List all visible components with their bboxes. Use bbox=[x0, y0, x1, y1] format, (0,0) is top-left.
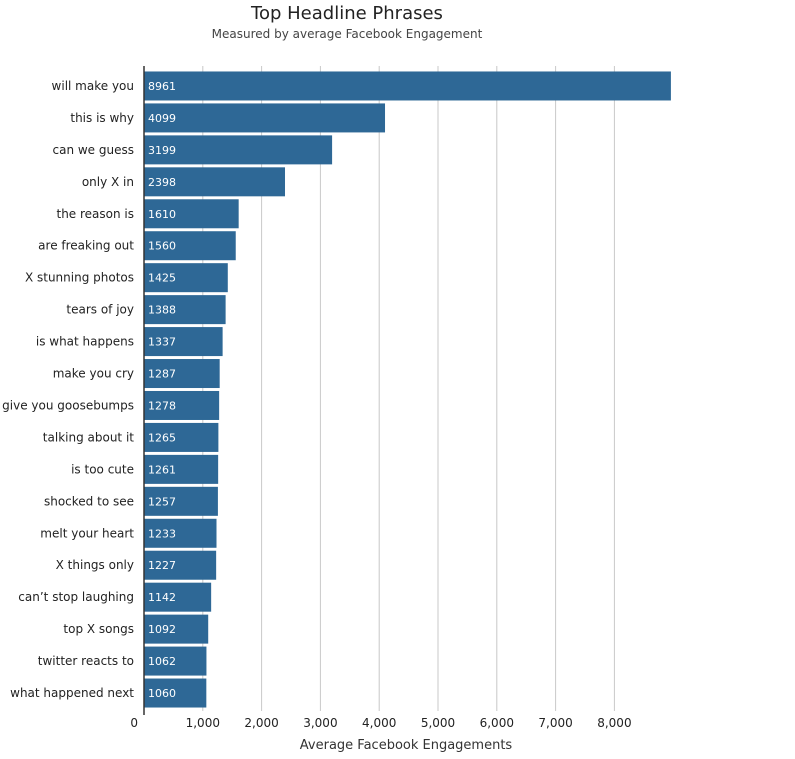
chart-subtitle: Measured by average Facebook Engagement bbox=[212, 27, 483, 41]
bar-3 bbox=[144, 167, 286, 197]
bar-4 bbox=[144, 199, 239, 229]
bar-value-label-0: 8961 bbox=[148, 80, 176, 93]
bar-17 bbox=[144, 614, 209, 644]
category-label-0: will make you bbox=[52, 79, 134, 93]
x-tick-label-6: 6,000 bbox=[480, 716, 514, 730]
bar-value-label-8: 1337 bbox=[148, 336, 176, 349]
bar-value-label-18: 1062 bbox=[148, 655, 176, 668]
bar-16 bbox=[144, 582, 212, 612]
category-label-17: top X songs bbox=[63, 622, 134, 636]
category-label-3: only X in bbox=[82, 175, 134, 189]
bar-value-label-2: 3199 bbox=[148, 144, 176, 157]
category-label-14: melt your heart bbox=[40, 526, 134, 540]
bar-value-label-1: 4099 bbox=[148, 112, 176, 125]
category-label-12: is too cute bbox=[71, 462, 134, 476]
bar-18 bbox=[144, 646, 207, 676]
category-label-13: shocked to see bbox=[44, 494, 134, 508]
category-label-5: are freaking out bbox=[38, 239, 134, 253]
bar-value-label-17: 1092 bbox=[148, 623, 176, 636]
category-label-18: twitter reacts to bbox=[38, 654, 134, 668]
x-tick-label-3: 3,000 bbox=[303, 716, 337, 730]
bar-10 bbox=[144, 390, 220, 420]
bar-value-label-16: 1142 bbox=[148, 591, 176, 604]
x-tick-label-7: 7,000 bbox=[538, 716, 572, 730]
bar-value-label-19: 1060 bbox=[148, 687, 176, 700]
bar-value-label-7: 1388 bbox=[148, 304, 176, 317]
bar-11 bbox=[144, 422, 219, 452]
x-tick-label-5: 5,000 bbox=[421, 716, 455, 730]
x-tick-label-2: 2,000 bbox=[244, 716, 278, 730]
category-label-4: the reason is bbox=[56, 207, 134, 221]
x-tick-label-0: 0 bbox=[130, 716, 138, 730]
category-label-6: X stunning photos bbox=[25, 271, 134, 285]
bar-value-label-10: 1278 bbox=[148, 399, 176, 412]
bar-value-label-5: 1560 bbox=[148, 240, 176, 253]
bars: 8961 4099 3199 2398 1610 1560 1425 1388 1337 1287… bbox=[144, 71, 671, 708]
bar-6 bbox=[144, 263, 228, 293]
chart-title: Top Headline Phrases bbox=[250, 3, 443, 24]
x-axis-title: Average Facebook Engagements bbox=[300, 738, 513, 753]
bar-12 bbox=[144, 454, 219, 484]
bar-5 bbox=[144, 231, 236, 261]
category-label-8: is what happens bbox=[36, 335, 134, 349]
bar-7 bbox=[144, 295, 226, 325]
bar-2 bbox=[144, 135, 333, 165]
bar-value-label-15: 1227 bbox=[148, 559, 176, 572]
category-label-1: this is why bbox=[70, 111, 134, 125]
category-label-9: make you cry bbox=[53, 367, 134, 381]
x-axis-ticks: 0 1,000 2,000 3,000 4,000 5,000 6,000 7,000 8,00… bbox=[130, 716, 631, 730]
bar-9 bbox=[144, 359, 220, 389]
bar-value-label-3: 2398 bbox=[148, 176, 176, 189]
category-label-11: talking about it bbox=[43, 430, 134, 444]
bar-value-label-14: 1233 bbox=[148, 527, 176, 540]
bar-14 bbox=[144, 518, 217, 548]
x-tick-label-1: 1,000 bbox=[186, 716, 220, 730]
category-label-7: tears of joy bbox=[66, 303, 134, 317]
x-tick-label-8: 8,000 bbox=[597, 716, 631, 730]
bar-15 bbox=[144, 550, 217, 580]
bar-value-label-6: 1425 bbox=[148, 272, 176, 285]
category-label-19: what happened next bbox=[10, 686, 134, 700]
category-label-15: X things only bbox=[56, 558, 134, 572]
category-label-2: can we guess bbox=[53, 143, 135, 157]
bar-0 bbox=[144, 71, 671, 101]
bar-value-label-13: 1257 bbox=[148, 495, 176, 508]
bar-value-label-11: 1265 bbox=[148, 431, 176, 444]
bar-value-label-4: 1610 bbox=[148, 208, 176, 221]
bar-19 bbox=[144, 678, 207, 708]
category-label-16: can’t stop laughing bbox=[18, 590, 134, 604]
x-tick-label-4: 4,000 bbox=[362, 716, 396, 730]
bar-1 bbox=[144, 103, 386, 133]
category-labels: will make you this is why can we guess only… bbox=[2, 79, 134, 700]
bar-value-label-9: 1287 bbox=[148, 368, 176, 381]
bar-8 bbox=[144, 327, 223, 357]
bar-13 bbox=[144, 486, 218, 516]
category-label-10: give you goosebumps bbox=[2, 398, 134, 412]
bar-value-label-12: 1261 bbox=[148, 463, 176, 476]
